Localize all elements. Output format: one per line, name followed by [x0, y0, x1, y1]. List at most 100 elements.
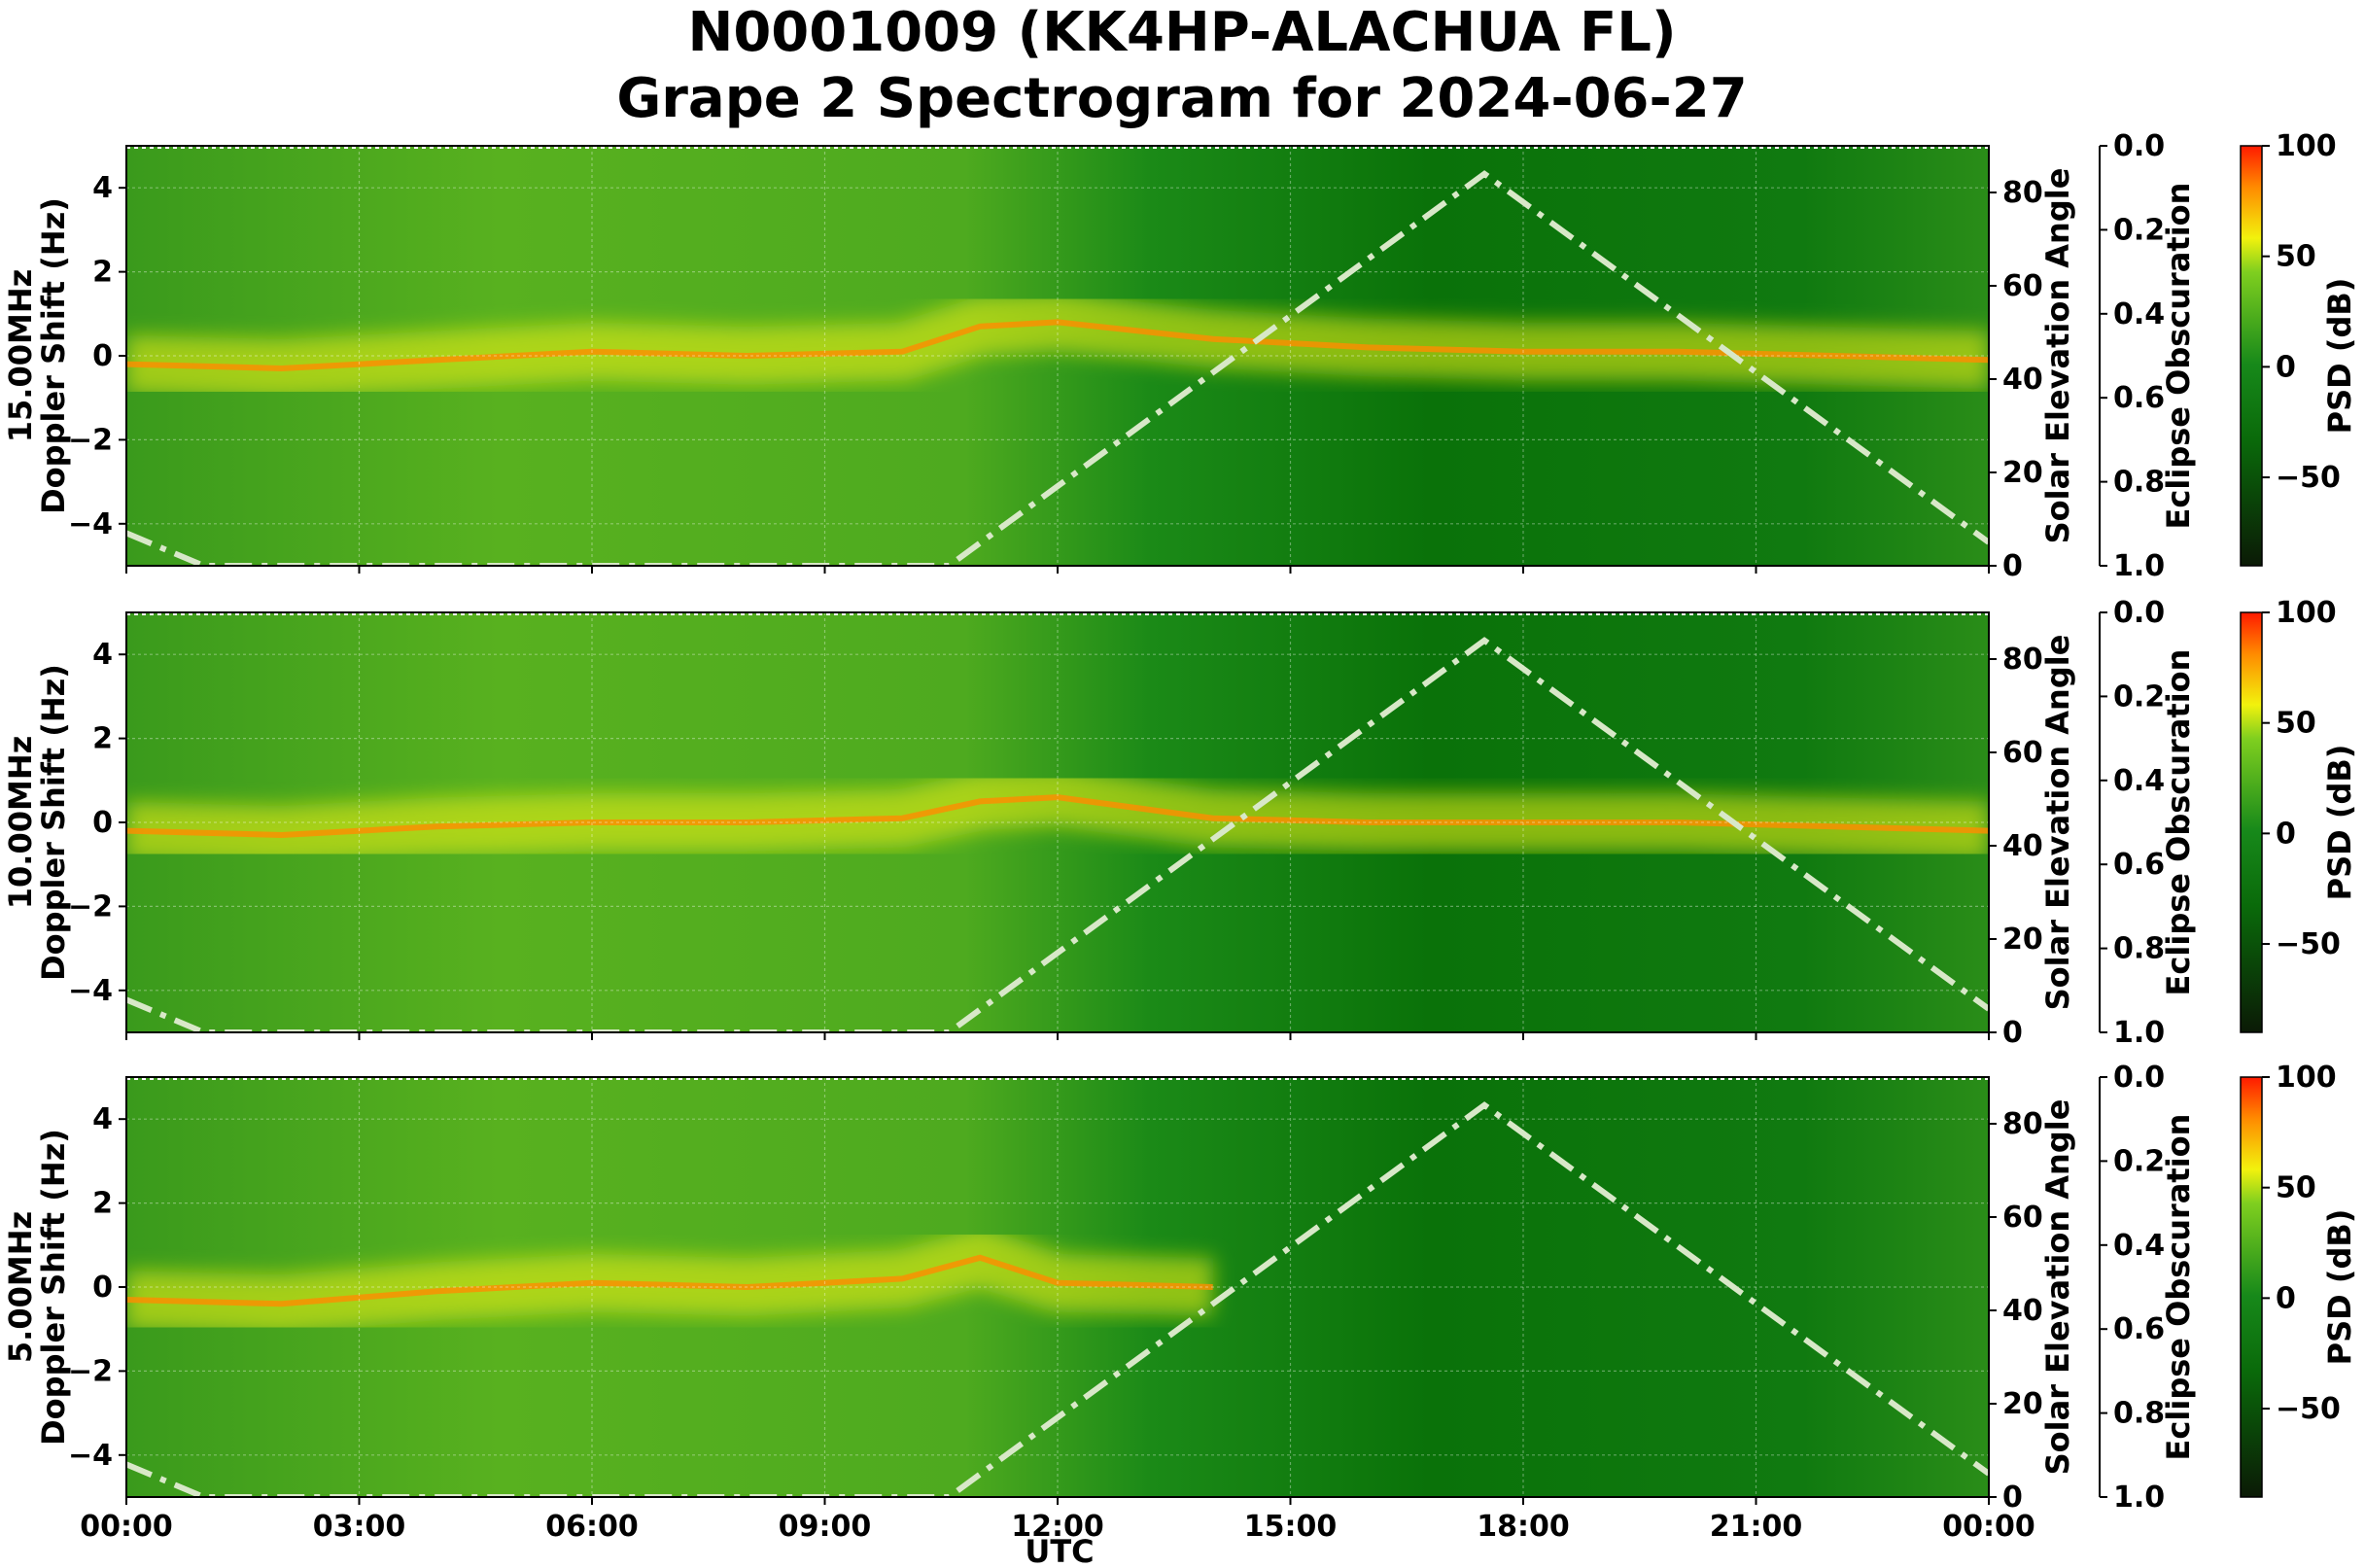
solar-elevation-axis-label: Solar Elevation Angle — [2039, 635, 2076, 1011]
doppler-tick-label: −2 — [68, 889, 113, 923]
colorbar-tick-label: 50 — [2276, 707, 2316, 741]
solar-elevation-curve — [126, 170, 1989, 566]
doppler-tick-label: 0 — [92, 1271, 113, 1305]
grid-lines — [125, 612, 1990, 1032]
figure-title-line1: N0001009 (KK4HP-ALACHUA FL) — [687, 1, 1676, 64]
colorbar-tick-label: 100 — [2276, 129, 2337, 163]
solar-tick-label: 0 — [2002, 1016, 2023, 1050]
carrier-trace-group — [126, 1227, 1214, 1334]
eclipse-tick-label: 0.6 — [2113, 1312, 2165, 1346]
carrier-trace — [126, 794, 1989, 839]
eclipse-tick-label: 0.8 — [2113, 932, 2165, 966]
colorbar — [2240, 1076, 2263, 1498]
solar-tick-label: 40 — [2002, 829, 2043, 863]
doppler-axis-label: Doppler Shift (Hz) — [35, 1129, 72, 1446]
x-tick-label: 09:00 — [779, 1510, 872, 1544]
carrier-trace — [126, 1254, 1213, 1307]
colorbar-tick-label: 100 — [2276, 1061, 2337, 1095]
doppler-tick-label: −4 — [68, 1439, 113, 1473]
solar-elevation-curve — [126, 1101, 1989, 1497]
solar-tick-label: 60 — [2002, 1201, 2043, 1235]
eclipse-tick-label: 0.8 — [2113, 1397, 2165, 1431]
eclipse-tick-label: 0.2 — [2113, 1144, 2165, 1178]
doppler-tick-label: 4 — [92, 171, 113, 205]
colorbar-tick-label: 50 — [2276, 1171, 2316, 1205]
solar-elevation-group — [126, 637, 1989, 1032]
solar-tick-label: 60 — [2002, 736, 2043, 770]
solar-tick-label: 0 — [2002, 549, 2023, 583]
doppler-tick-label: 0 — [92, 339, 113, 373]
colorbar-tick-label: −50 — [2276, 1392, 2341, 1426]
solar-elevation-group — [126, 170, 1989, 566]
colorbar-label: PSD (dB) — [2321, 278, 2358, 435]
eclipse-tick-label: 0.2 — [2113, 213, 2165, 247]
solar-tick-label: 80 — [2002, 643, 2043, 677]
colorbar-tick-label: 0 — [2276, 1281, 2296, 1315]
doppler-tick-label: 4 — [92, 638, 113, 672]
x-tick-label: 00:00 — [1942, 1510, 2035, 1544]
solar-elevation-axis-label: Solar Elevation Angle — [2039, 168, 2076, 544]
eclipse-tick-label: 1.0 — [2113, 1481, 2165, 1515]
doppler-tick-label: 2 — [92, 1187, 113, 1221]
doppler-tick-label: 2 — [92, 722, 113, 756]
solar-tick-label: 20 — [2002, 1387, 2043, 1421]
solar-tick-label: 40 — [2002, 1294, 2043, 1328]
x-axis-label: UTC — [1025, 1533, 1094, 1568]
solar-tick-label: 0 — [2002, 1481, 2023, 1515]
carrier-trace — [126, 319, 1989, 372]
colorbar-label: PSD (dB) — [2321, 745, 2358, 901]
colorbar-label: PSD (dB) — [2321, 1209, 2358, 1366]
solar-elevation-curve — [126, 637, 1989, 1032]
solar-tick-label: 20 — [2002, 456, 2043, 490]
x-tick-label: 03:00 — [313, 1510, 406, 1544]
eclipse-tick-label: 0.4 — [2113, 764, 2165, 798]
solar-elevation-group — [126, 1101, 1989, 1497]
colorbar-tick-label: 50 — [2276, 240, 2316, 274]
frequency-label: 5.00MHz — [2, 1211, 39, 1363]
doppler-tick-label: 4 — [92, 1102, 113, 1136]
doppler-tick-label: −2 — [68, 423, 113, 457]
colorbar-tick-label: −50 — [2276, 461, 2341, 495]
eclipse-tick-label: 0.4 — [2113, 1229, 2165, 1263]
carrier-trace-group — [126, 293, 1989, 399]
doppler-tick-label: 2 — [92, 256, 113, 290]
solar-tick-label: 80 — [2002, 176, 2043, 210]
solar-tick-label: 40 — [2002, 363, 2043, 397]
eclipse-tick-label: 0.8 — [2113, 466, 2165, 500]
doppler-tick-label: −4 — [68, 507, 113, 541]
eclipse-tick-label: 0.0 — [2113, 596, 2165, 630]
solar-tick-label: 20 — [2002, 923, 2043, 957]
eclipse-tick-label: 0.0 — [2113, 1061, 2165, 1095]
colorbar-tick-label: 0 — [2276, 817, 2296, 851]
figure-title-line2: Grape 2 Spectrogram for 2024-06-27 — [616, 67, 1747, 130]
doppler-axis-label: Doppler Shift (Hz) — [35, 197, 72, 514]
solar-tick-label: 80 — [2002, 1107, 2043, 1141]
eclipse-axis-label: Eclipse Obscuration — [2160, 649, 2197, 996]
frequency-label: 10.00MHz — [2, 736, 39, 909]
carrier-trace-group — [126, 767, 1989, 865]
eclipse-tick-label: 1.0 — [2113, 549, 2165, 583]
x-tick-label: 18:00 — [1477, 1510, 1570, 1544]
eclipse-tick-label: 0.6 — [2113, 381, 2165, 415]
colorbar — [2240, 611, 2263, 1033]
doppler-tick-label: −4 — [68, 974, 113, 1008]
solar-tick-label: 60 — [2002, 269, 2043, 303]
eclipse-tick-label: 0.6 — [2113, 848, 2165, 882]
eclipse-tick-label: 1.0 — [2113, 1016, 2165, 1050]
colorbar — [2240, 145, 2263, 567]
eclipse-axis-label: Eclipse Obscuration — [2160, 183, 2197, 530]
eclipse-axis-label: Eclipse Obscuration — [2160, 1114, 2197, 1461]
x-tick-label: 15:00 — [1244, 1510, 1338, 1544]
solar-elevation-axis-label: Solar Elevation Angle — [2039, 1099, 2076, 1476]
doppler-tick-label: 0 — [92, 806, 113, 840]
doppler-axis-label: Doppler Shift (Hz) — [35, 664, 72, 981]
colorbar-tick-label: 0 — [2276, 350, 2296, 384]
x-tick-label: 12:00 — [1011, 1510, 1104, 1544]
colorbar-tick-label: −50 — [2276, 927, 2341, 961]
x-tick-label: 06:00 — [545, 1510, 639, 1544]
